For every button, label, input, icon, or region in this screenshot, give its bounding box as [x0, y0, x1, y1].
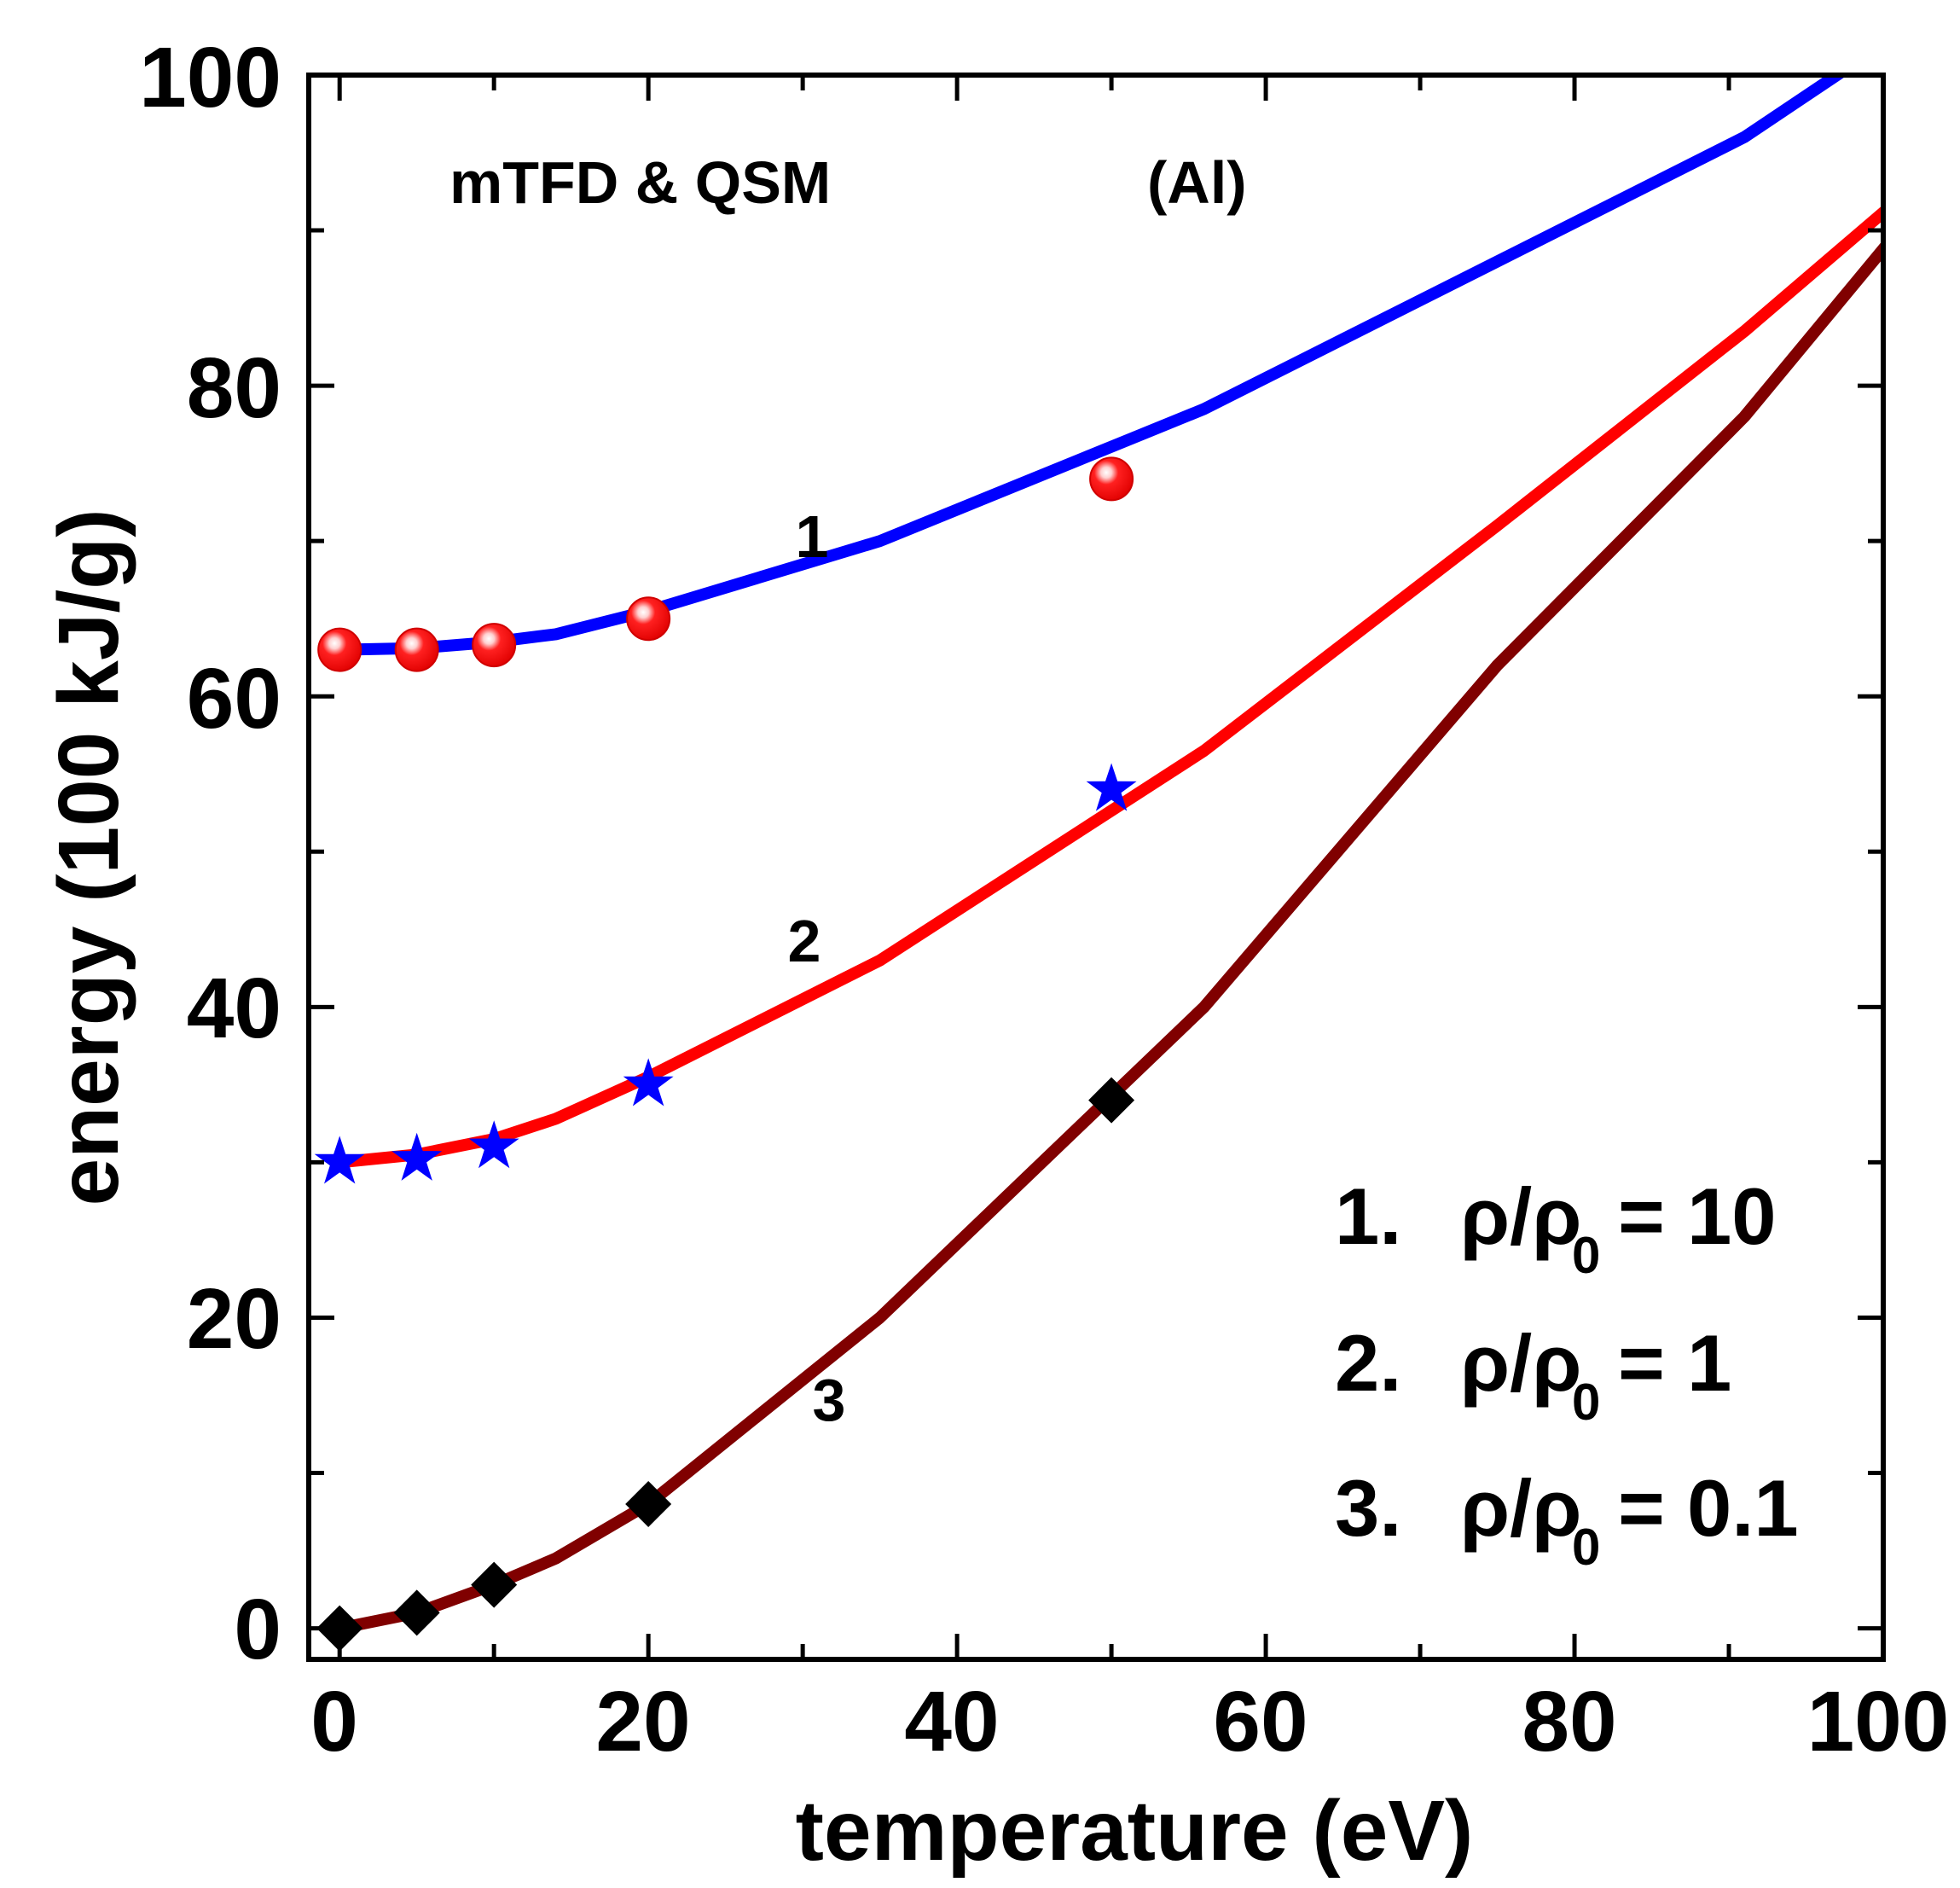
- y-axis-title: energy (100 kJ/g): [41, 508, 136, 1205]
- y-tick-label: 40: [187, 961, 281, 1056]
- diamond-marker: [1088, 1077, 1135, 1124]
- legend-value: = 0.1: [1618, 1463, 1799, 1553]
- legend: 1. ρ/ρ 0 = 10 2. ρ/ρ 0 = 1 3. ρ/ρ 0 = 0.…: [1335, 1171, 1799, 1576]
- legend-number: 2.: [1335, 1318, 1401, 1408]
- diamond-marker: [471, 1561, 518, 1608]
- diamond-marker: [625, 1480, 672, 1527]
- x-tick-label: 40: [904, 1674, 999, 1769]
- star-marker: [314, 1136, 365, 1184]
- star-marker: [391, 1132, 443, 1181]
- y-tick-label: 100: [139, 30, 281, 125]
- sphere-marker: [394, 627, 439, 672]
- y-tick-label: 20: [187, 1271, 281, 1367]
- legend-subscript: 0: [1572, 1374, 1600, 1431]
- curve-label: 1: [796, 503, 829, 570]
- x-tick-label: 20: [595, 1674, 690, 1769]
- series-markers: [314, 456, 1137, 1652]
- series-line-3: [333, 239, 1883, 1635]
- y-tick-labels: 0 20 40 60 80 100: [139, 30, 281, 1677]
- y-tick-label: 0: [234, 1582, 281, 1677]
- series-line-1: [333, 75, 1848, 656]
- legend-subscript: 0: [1572, 1227, 1600, 1284]
- legend-ratio: ρ/ρ: [1460, 1318, 1581, 1408]
- sphere-marker: [1089, 456, 1134, 502]
- legend-entry: 1. ρ/ρ 0 = 10: [1335, 1171, 1777, 1284]
- legend-ratio: ρ/ρ: [1460, 1463, 1581, 1553]
- legend-entry: 2. ρ/ρ 0 = 1: [1335, 1318, 1731, 1431]
- legend-value: = 1: [1618, 1318, 1731, 1408]
- y-tick-label: 60: [187, 651, 281, 746]
- sphere-marker: [626, 596, 671, 642]
- legend-entry: 3. ρ/ρ 0 = 0.1: [1335, 1463, 1799, 1576]
- y-tick-label: 80: [187, 340, 281, 436]
- method-annotation: mTFD & QSM: [449, 149, 831, 216]
- curve-label: 3: [813, 1367, 846, 1433]
- x-tick-label: 0: [310, 1674, 358, 1769]
- legend-subscript: 0: [1572, 1519, 1600, 1576]
- x-tick-labels: 0 20 40 60 80 100: [310, 1674, 1949, 1769]
- axis-ticks: [309, 73, 1886, 1659]
- legend-ratio: ρ/ρ: [1460, 1171, 1581, 1261]
- x-tick-label: 80: [1522, 1674, 1616, 1769]
- legend-number: 1.: [1335, 1171, 1401, 1261]
- material-annotation: (Al): [1147, 149, 1247, 216]
- plot-area: [306, 73, 1886, 1662]
- star-marker: [468, 1120, 519, 1169]
- legend-number: 3.: [1335, 1463, 1401, 1553]
- plot-frame: [306, 73, 1886, 1662]
- star-marker: [1086, 763, 1137, 811]
- series-line-2: [333, 204, 1883, 1169]
- series-lines: [333, 75, 1883, 1635]
- star-marker: [623, 1058, 674, 1107]
- diamond-marker: [393, 1589, 440, 1636]
- x-tick-label: 100: [1807, 1674, 1950, 1769]
- x-tick-label: 60: [1213, 1674, 1308, 1769]
- diamond-marker: [316, 1605, 363, 1652]
- sphere-marker: [472, 623, 517, 668]
- sphere-marker: [317, 627, 362, 672]
- x-axis-title: temperature (eV): [796, 1783, 1474, 1879]
- curve-label: 2: [788, 908, 821, 974]
- legend-value: = 10: [1618, 1171, 1777, 1261]
